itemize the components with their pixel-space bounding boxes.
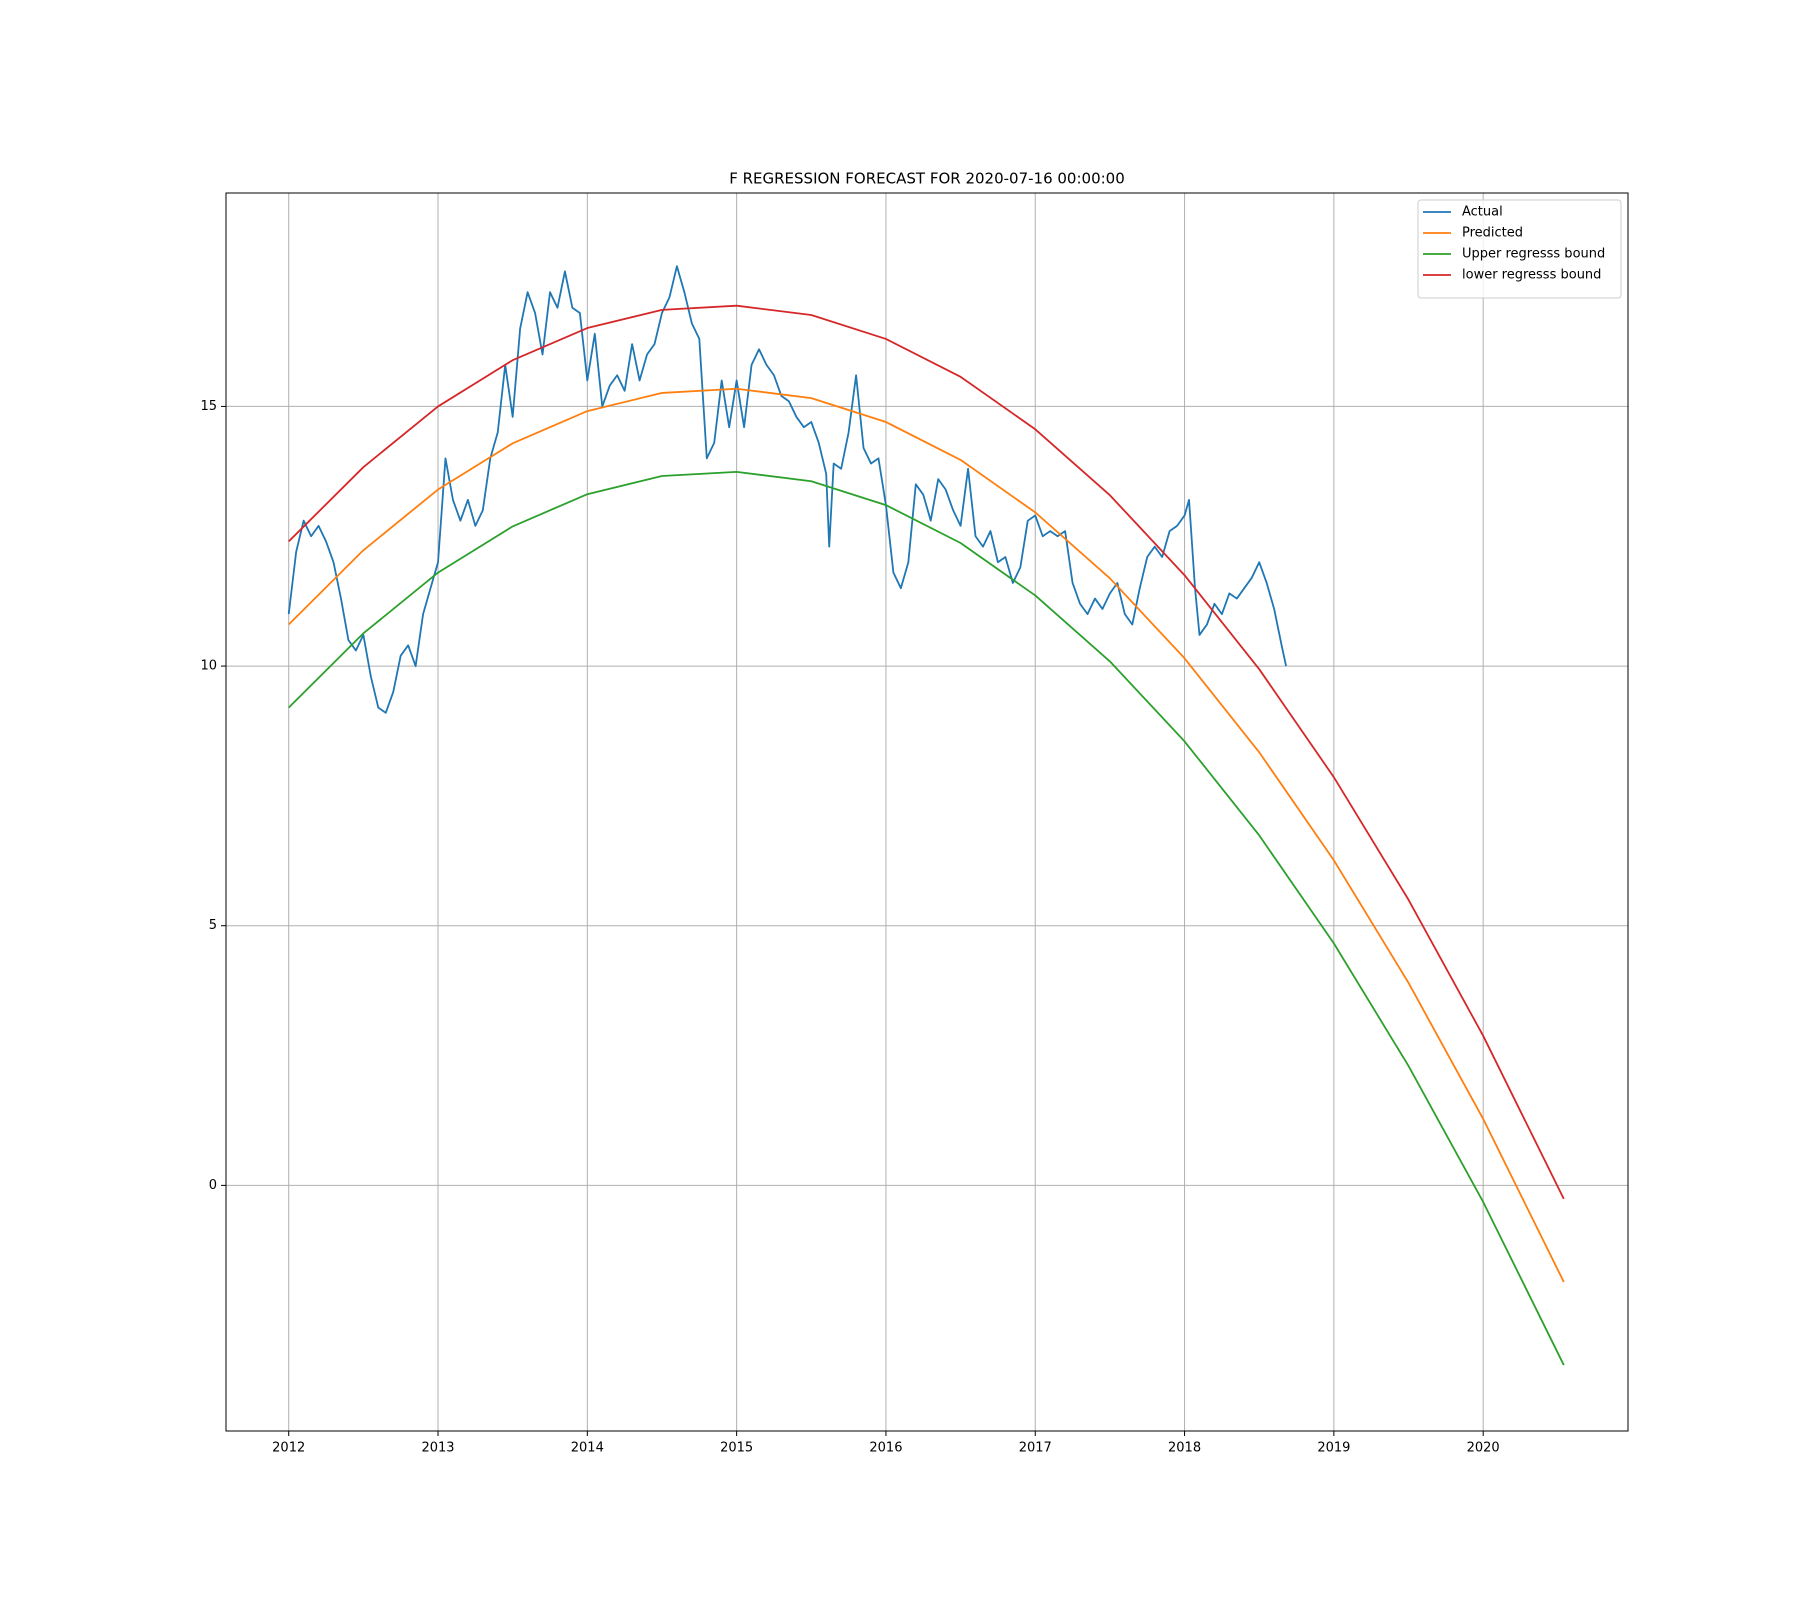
x-tick-label: 2014 — [571, 1441, 604, 1456]
x-tick-label: 2012 — [272, 1441, 305, 1456]
x-tick-label: 2015 — [720, 1441, 753, 1456]
chart-title: F REGRESSION FORECAST FOR 2020-07-16 00:… — [729, 170, 1125, 188]
legend-box — [1417, 199, 1622, 299]
x-tick-label: 2013 — [421, 1441, 454, 1456]
x-tick-label: 2018 — [1168, 1441, 1201, 1456]
series-line — [287, 265, 1287, 714]
y-tick-label: 10 — [200, 659, 217, 674]
y-tick-label: 5 — [209, 918, 217, 933]
y-tick-label: 15 — [200, 399, 217, 414]
series-line — [288, 387, 1565, 1283]
legend-label: lower regresss bound — [1462, 268, 1601, 283]
plot-frame — [225, 192, 1629, 1432]
x-tick-label: 2016 — [869, 1441, 902, 1456]
legend-label: Predicted — [1462, 226, 1523, 241]
legend-label: Upper regresss bound — [1462, 247, 1605, 262]
series-line — [288, 470, 1565, 1366]
x-tick-label: 2017 — [1019, 1441, 1052, 1456]
x-tick-label: 2019 — [1317, 1441, 1350, 1456]
y-tick-label: 0 — [209, 1178, 217, 1193]
series-line — [288, 304, 1565, 1200]
legend-label: Actual — [1462, 205, 1503, 220]
x-tick-label: 2020 — [1467, 1441, 1500, 1456]
